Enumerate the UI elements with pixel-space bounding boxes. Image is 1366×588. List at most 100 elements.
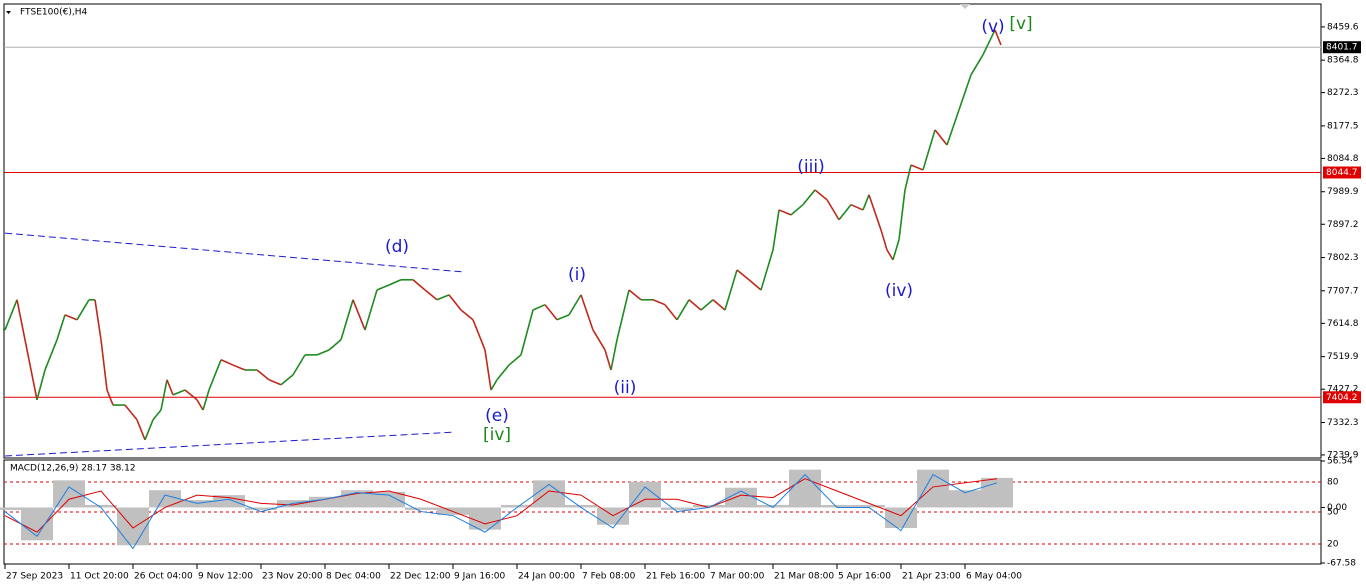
x-tick-label: 26 Oct 04:00 xyxy=(134,572,193,582)
macd-bar xyxy=(661,507,693,510)
price-segment xyxy=(376,284,390,291)
price-segment xyxy=(790,204,804,216)
price-segment xyxy=(328,339,342,351)
macd-bar xyxy=(0,507,21,510)
x-tick-label: 23 Nov 20:00 xyxy=(262,572,323,582)
price-segment xyxy=(544,304,558,321)
price-segment xyxy=(172,389,186,396)
price-segment xyxy=(232,364,246,371)
price-segment xyxy=(814,189,828,201)
y-tick-label: 7427.2 xyxy=(1327,385,1359,395)
price-segment xyxy=(144,419,154,441)
y-tick-label: 7802.3 xyxy=(1327,253,1359,263)
wave-label: (i) xyxy=(568,265,586,285)
price-segment xyxy=(152,409,162,421)
x-tick-label: 7 Mar 00:00 xyxy=(710,572,765,582)
macd-bar xyxy=(565,504,597,508)
macd-bar xyxy=(469,507,501,530)
y-tick-label: 56.54 xyxy=(1327,457,1353,467)
price-segment xyxy=(160,379,168,411)
price-segment xyxy=(56,314,66,341)
price-segment xyxy=(826,199,840,221)
price-segment xyxy=(106,389,114,406)
price-segment xyxy=(424,289,438,301)
price-segment xyxy=(4,299,18,331)
macd-bar xyxy=(245,507,277,510)
price-segment xyxy=(460,309,474,321)
price-segment xyxy=(496,364,510,381)
price-segment xyxy=(202,389,210,411)
shift-marker xyxy=(960,4,970,9)
x-tick-label: 11 Oct 20:00 xyxy=(70,572,129,582)
price-segment xyxy=(910,164,924,171)
macd-bar xyxy=(789,469,821,508)
price-segment xyxy=(196,399,204,411)
level-label: 8401.7 xyxy=(1326,43,1358,53)
macd-bar xyxy=(821,504,853,508)
price-segment xyxy=(412,279,426,291)
price-segment xyxy=(316,349,330,356)
price-segment xyxy=(652,299,666,306)
x-tick-label: 21 Mar 08:00 xyxy=(774,572,834,582)
chart-title: FTSE100(€),H4 xyxy=(20,8,87,18)
wave-label: (iv) xyxy=(885,281,913,301)
price-segment xyxy=(556,314,570,321)
price-segment xyxy=(712,299,726,311)
y-tick-label: 7519.9 xyxy=(1327,352,1359,362)
level-label: 20 xyxy=(1327,540,1339,550)
price-segment xyxy=(904,164,912,191)
y-tick-label: 8177.5 xyxy=(1327,121,1359,131)
price-segment xyxy=(256,369,270,381)
price-segment xyxy=(292,354,306,376)
price-segment xyxy=(994,29,1002,46)
price-segment xyxy=(934,129,948,146)
price-segment xyxy=(166,379,174,396)
x-tick-label: 8 Dec 04:00 xyxy=(326,572,381,582)
level-box xyxy=(1323,41,1361,54)
price-segment xyxy=(44,339,58,371)
macd-bar xyxy=(725,487,757,508)
price-segment xyxy=(958,74,972,111)
x-tick-label: 5 Apr 16:00 xyxy=(838,572,891,582)
wave-label: (v) xyxy=(981,17,1004,37)
price-segment xyxy=(862,194,870,211)
price-segment xyxy=(922,129,936,171)
price-segment xyxy=(28,359,38,400)
price-panel xyxy=(3,3,1322,459)
wave-label: (ii) xyxy=(614,378,637,398)
macd-bar xyxy=(213,495,245,508)
level-box xyxy=(1323,391,1361,404)
macd-bar xyxy=(981,477,1013,508)
macd-bar xyxy=(917,469,949,508)
price-segment xyxy=(508,354,522,366)
price-segment xyxy=(736,269,750,281)
price-segment xyxy=(688,299,702,311)
macd-title: MACD(12,26,9) 28.17 38.12 xyxy=(10,464,136,474)
price-segment xyxy=(616,289,630,340)
price-segment xyxy=(850,203,864,211)
level-label: 50 xyxy=(1327,507,1339,517)
price-segment xyxy=(886,249,894,261)
price-segment xyxy=(892,239,900,261)
price-segment xyxy=(760,249,774,291)
x-tick-label: 21 Apr 23:00 xyxy=(902,572,961,582)
wave-label: (d) xyxy=(385,237,409,257)
price-segment xyxy=(388,279,402,286)
y-tick-label: 7897.2 xyxy=(1327,220,1359,230)
x-tick-label: 7 Feb 08:00 xyxy=(582,572,636,582)
macd-bar xyxy=(85,504,117,508)
price-segment xyxy=(604,349,612,371)
y-tick-label: 0.00 xyxy=(1327,503,1347,513)
price-segment xyxy=(724,269,738,311)
macd-bar xyxy=(405,507,437,510)
macd-bar xyxy=(149,490,181,508)
price-segment xyxy=(268,379,282,386)
price-segment xyxy=(184,389,198,401)
price-segment xyxy=(124,404,138,421)
macd-bar xyxy=(629,481,661,508)
price-segment xyxy=(340,299,354,341)
price-segment xyxy=(664,304,678,321)
price-segment xyxy=(838,204,852,221)
y-tick-label: 8272.3 xyxy=(1327,88,1359,98)
